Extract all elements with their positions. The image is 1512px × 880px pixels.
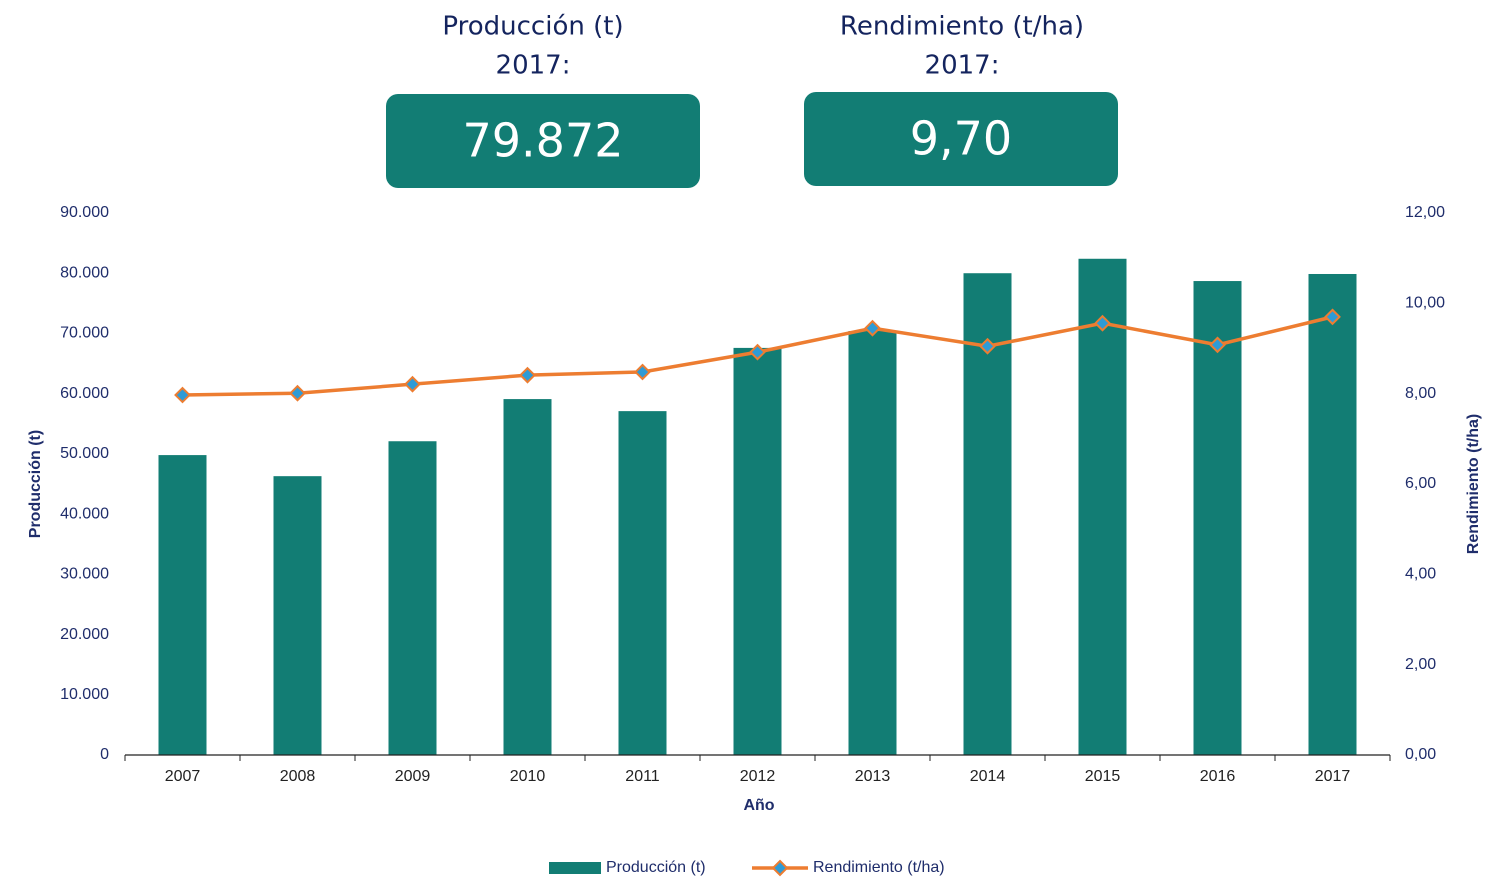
y2-tick-label: 8,00 <box>1405 385 1436 402</box>
kpi-value: 9,70 <box>910 112 1012 166</box>
y2-axis-label: Rendimiento (t/ha) <box>1465 414 1482 554</box>
y-tick-label: 40.000 <box>60 505 109 522</box>
x-tick-label: 2013 <box>855 768 891 785</box>
y2-tick-label: 6,00 <box>1405 475 1436 492</box>
x-axis-label: Año <box>743 797 774 814</box>
legend-label: Producción (t) <box>606 859 706 876</box>
bar <box>1308 273 1357 755</box>
x-tick-label: 2014 <box>970 768 1006 785</box>
y-axis-label: Producción (t) <box>27 430 44 538</box>
legend-marker <box>771 859 789 877</box>
kpi-title: Producción (t) <box>442 12 623 42</box>
x-tick-label: 2011 <box>625 768 660 785</box>
x-tick-label: 2008 <box>280 768 316 785</box>
y2-tick-label: 4,00 <box>1405 566 1436 583</box>
x-tick-label: 2007 <box>165 768 201 785</box>
marker <box>289 384 306 402</box>
bar <box>1193 281 1242 755</box>
x-tick-label: 2016 <box>1200 768 1236 785</box>
y-tick-label: 80.000 <box>60 264 109 281</box>
y-tick-label: 50.000 <box>60 445 109 462</box>
y-tick-label: 70.000 <box>60 325 109 342</box>
kpi-title: Rendimiento (t/ha) <box>840 12 1084 42</box>
legend-label: Rendimiento (t/ha) <box>813 859 945 876</box>
y2-tick-label: 10,00 <box>1405 295 1445 312</box>
marker <box>1094 314 1111 332</box>
y-tick-label: 0 <box>100 746 109 763</box>
marker <box>404 375 421 393</box>
bar <box>618 411 667 755</box>
bar <box>158 455 207 755</box>
marker <box>864 319 881 337</box>
marker <box>749 343 766 361</box>
y2-tick-label: 2,00 <box>1405 656 1436 673</box>
marker <box>519 366 536 384</box>
bar <box>848 331 897 755</box>
bar <box>388 441 437 755</box>
x-tick-label: 2012 <box>740 768 776 785</box>
bar <box>1078 258 1127 755</box>
marker <box>634 363 651 381</box>
y2-tick-label: 12,00 <box>1405 204 1445 221</box>
y-tick-label: 20.000 <box>60 626 109 643</box>
bar <box>503 399 552 755</box>
kpi-card <box>804 92 1118 186</box>
kpi-card <box>386 94 700 188</box>
x-tick-label: 2009 <box>395 768 431 785</box>
y-tick-label: 60.000 <box>60 385 109 402</box>
marker <box>174 386 191 404</box>
kpi-year: 2017: <box>925 51 1000 81</box>
x-tick-label: 2010 <box>510 768 546 785</box>
y2-tick-label: 0,00 <box>1405 746 1436 763</box>
legend-swatch <box>549 862 601 874</box>
kpi-year: 2017: <box>496 51 571 81</box>
y-tick-label: 90.000 <box>60 204 109 221</box>
x-tick-label: 2015 <box>1085 768 1121 785</box>
y-tick-label: 30.000 <box>60 566 109 583</box>
y-tick-label: 10.000 <box>60 686 109 703</box>
marker <box>1324 308 1341 326</box>
bar <box>733 347 782 755</box>
marker <box>1209 336 1226 354</box>
x-tick-label: 2017 <box>1315 768 1351 785</box>
bar <box>273 476 322 755</box>
marker <box>979 337 996 355</box>
kpi-value: 79.872 <box>463 114 624 168</box>
